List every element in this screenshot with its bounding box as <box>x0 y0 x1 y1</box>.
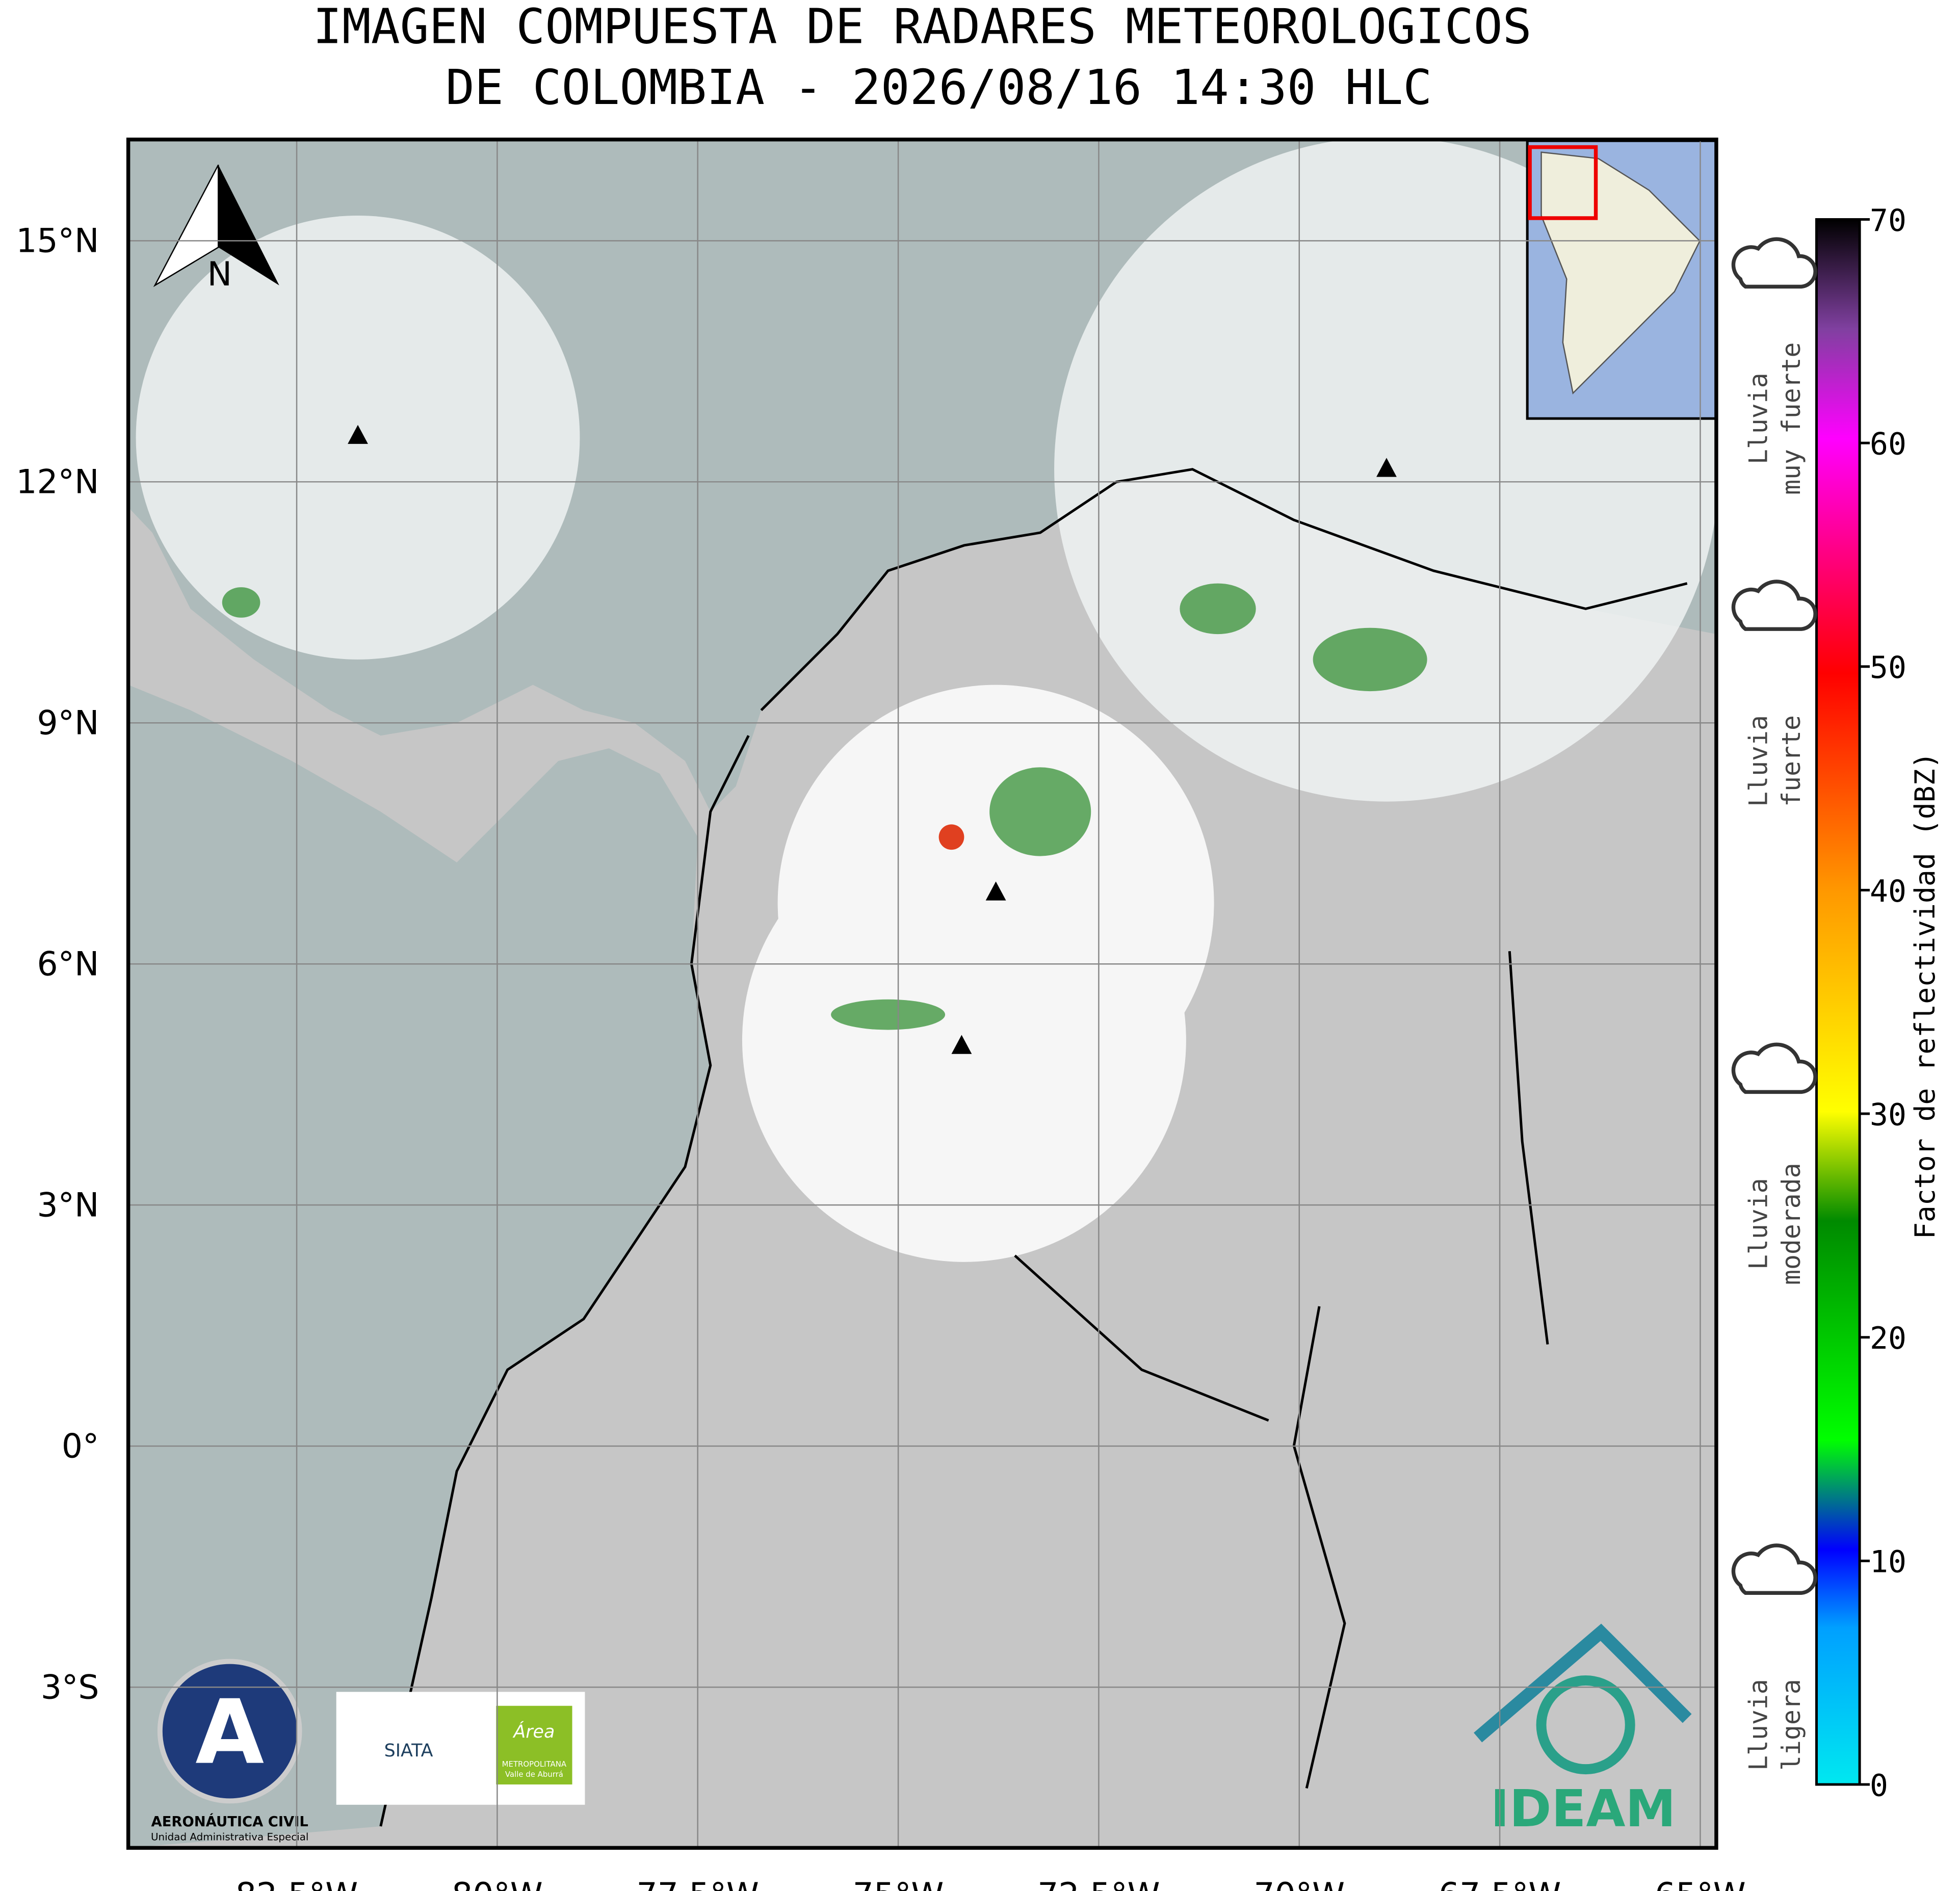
logo-text: IDEAM <box>1491 1780 1676 1839</box>
rain-level-label: fuerte <box>1776 715 1806 807</box>
rain-icon <box>1731 1543 1817 1595</box>
logo-text: METROPOLITANA <box>502 1759 567 1769</box>
y-tick-label: 12°N <box>16 463 99 502</box>
x-tick-label: 77.5°W <box>637 1876 759 1891</box>
y-tick-label: 3°N <box>37 1187 99 1225</box>
rain-icon <box>1731 580 1817 631</box>
map-frame <box>126 137 1718 1850</box>
rain-icon <box>1731 1042 1817 1094</box>
y-tick-label: 9°N <box>37 704 99 743</box>
rain-icon <box>1731 237 1817 289</box>
title-line: IMAGEN COMPUESTA DE RADARES METEOROLOGIC… <box>313 0 1532 55</box>
rain-level-label: moderada <box>1776 1163 1806 1285</box>
y-tick-label: 3°S <box>41 1668 99 1706</box>
logo-text: Valle de Aburrá <box>505 1770 563 1779</box>
rain-level-label: Lluvia <box>1743 715 1773 807</box>
rain-level-label: muy fuerte <box>1776 342 1806 495</box>
y-tick-label: 0° <box>62 1428 99 1466</box>
inset-map <box>1526 139 1716 420</box>
colorbar-tick-label: 0 <box>1870 1768 1888 1803</box>
colorbar-tick-label: 60 <box>1870 427 1906 462</box>
x-tick-label: 67.5°W <box>1439 1876 1561 1891</box>
colorbar-tick-label: 50 <box>1870 650 1906 686</box>
logo-text: AERONÁUTICA CIVIL <box>151 1814 308 1830</box>
x-tick-label: 75°W <box>853 1876 944 1891</box>
svg-text:A: A <box>195 1681 264 1784</box>
colorbar-tick-label: 10 <box>1870 1545 1906 1580</box>
colorbar-tick-label: 70 <box>1870 203 1906 239</box>
x-tick-label: 82.5°W <box>236 1876 358 1891</box>
colorbar <box>1815 218 1861 1786</box>
rain-level-label: Lluvia <box>1743 1679 1773 1771</box>
title-line: DE COLOMBIA - 2026/08/16 14:30 HLC <box>446 60 1432 116</box>
rain-level-label: Lluvia <box>1743 1178 1773 1270</box>
colorbar-tick-label: 30 <box>1870 1097 1906 1133</box>
logos: A AERONÁUTICA CIVIL Unidad Administrativ… <box>151 1623 1692 1843</box>
logo-text: SIATA <box>384 1741 433 1761</box>
logo-text: Área <box>512 1721 555 1742</box>
colorbar-label: Factor de reflectividad (dBZ) <box>1909 752 1941 1239</box>
x-tick-label: 72.5°W <box>1037 1876 1160 1891</box>
x-tick-label: 65°W <box>1655 1876 1746 1891</box>
rain-level-label: ligera <box>1776 1679 1806 1771</box>
x-tick-label: 80°W <box>452 1876 543 1891</box>
logo-text: Unidad Administrativa Especial <box>151 1831 308 1843</box>
rain-level-label: Lluvia <box>1743 373 1773 464</box>
north-label: N <box>207 255 232 294</box>
colorbar-tick-label: 40 <box>1870 874 1906 909</box>
grid <box>128 139 1716 1848</box>
y-tick-label: 15°N <box>16 222 99 260</box>
pacific-ocean <box>128 685 711 1848</box>
rain-echoes <box>222 583 1427 1030</box>
colorbar-tick-label: 20 <box>1870 1321 1906 1356</box>
y-tick-label: 6°N <box>37 946 99 984</box>
radar-sites <box>348 425 1397 1054</box>
x-tick-label: 70°W <box>1253 1876 1345 1891</box>
map: N A AERONÁUTICA CIVIL Unidad Administrat… <box>128 139 1716 1848</box>
